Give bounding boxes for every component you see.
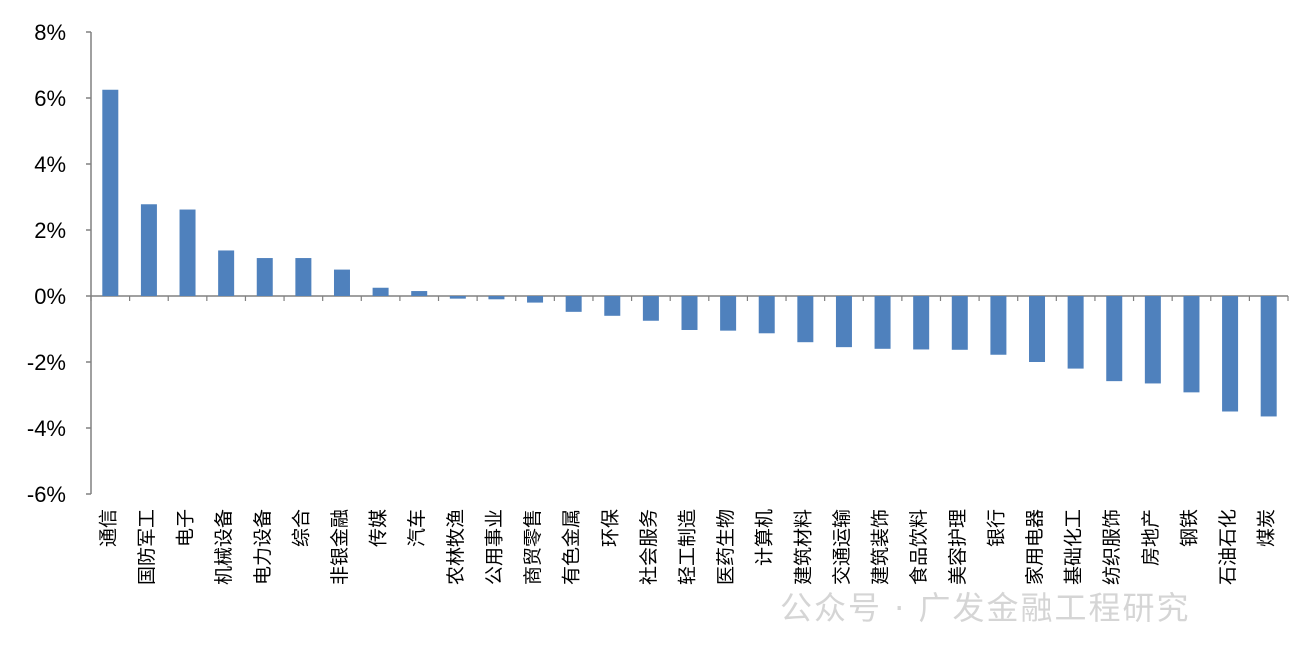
y-tick-label: 6% [34, 86, 66, 111]
bar [758, 296, 775, 334]
y-tick-label: -4% [27, 416, 66, 441]
bar [295, 258, 312, 296]
bar [874, 296, 891, 349]
bar [527, 296, 544, 303]
x-category-label: 综合 [290, 509, 312, 547]
x-axis-category-labels: 通信 国防军工 电子 机械设备 电力设备 综合 非银金融 传媒 汽车 农林牧渔 公用事业 商贸零售 有色… [97, 509, 1277, 585]
bar [449, 296, 466, 299]
x-category-label: 石油石化 [1217, 509, 1239, 585]
bar [1183, 296, 1200, 393]
bar [913, 296, 930, 350]
x-category-label: 农林牧渔 [445, 509, 467, 585]
x-category-label: 轻工制造 [677, 509, 699, 585]
x-category-label: 煤炭 [1256, 509, 1278, 547]
bar [102, 89, 119, 296]
y-tick-label: 2% [34, 218, 66, 243]
x-category-label: 社会服务 [638, 509, 660, 585]
bar [218, 250, 235, 296]
watermark-text: 公众号 · 广发金融工程研究 [780, 589, 1191, 627]
x-category-label: 家用电器 [1024, 509, 1046, 585]
x-category-label: 机械设备 [213, 509, 235, 585]
x-category-label: 钢铁 [1178, 509, 1200, 547]
bar [488, 296, 505, 300]
x-category-label: 汽车 [406, 509, 428, 547]
bar [565, 296, 582, 312]
bar [1222, 296, 1239, 412]
x-category-label: 商贸零售 [522, 509, 544, 585]
x-category-label: 银行 [985, 509, 1007, 547]
bar [256, 258, 273, 296]
x-category-label: 医药生物 [715, 509, 737, 585]
bar [951, 296, 968, 350]
x-category-label: 环保 [599, 509, 621, 547]
x-category-label: 食品饮料 [908, 509, 930, 585]
x-category-label: 纺织服饰 [1101, 509, 1123, 585]
x-category-label: 计算机 [754, 509, 776, 566]
bar [1029, 296, 1046, 362]
x-category-label: 建筑装饰 [870, 509, 892, 585]
bar [835, 296, 852, 348]
bar [1067, 296, 1084, 369]
bar [1260, 296, 1277, 417]
bar [797, 296, 814, 343]
bar [1106, 296, 1123, 382]
bar [604, 296, 621, 316]
x-category-label: 基础化工 [1063, 509, 1085, 585]
bar [140, 204, 157, 296]
bars [102, 89, 1277, 417]
y-tick-label: 8% [34, 20, 66, 45]
x-category-label: 建筑材料 [792, 509, 814, 585]
bar [990, 296, 1007, 355]
y-tick-label: -6% [27, 482, 66, 507]
x-category-label: 房地产 [1140, 509, 1162, 566]
bar [179, 209, 196, 296]
x-category-label: 公用事业 [483, 509, 505, 585]
bar [1144, 296, 1161, 384]
bar [642, 296, 659, 321]
x-category-label: 有色金属 [561, 509, 583, 585]
y-axis-tick-labels: 8% 6% 4% 2% 0% -2% -4% -6% [27, 20, 66, 507]
y-axis [86, 31, 92, 495]
x-category-label: 非银金融 [329, 509, 351, 585]
bar [333, 269, 350, 296]
x-category-label: 通信 [97, 509, 119, 547]
y-tick-label: 0% [34, 284, 66, 309]
x-category-label: 电子 [175, 509, 197, 547]
bar [372, 287, 389, 296]
bar [411, 291, 428, 296]
bar [720, 296, 737, 331]
y-tick-label: 4% [34, 152, 66, 177]
x-category-label: 美容护理 [947, 509, 969, 585]
x-category-label: 电力设备 [252, 509, 274, 585]
x-category-label: 国防军工 [136, 509, 158, 585]
y-tick-label: -2% [27, 350, 66, 375]
x-category-label: 交通运输 [831, 509, 853, 585]
bar [681, 296, 698, 330]
x-category-label: 传媒 [368, 509, 390, 547]
